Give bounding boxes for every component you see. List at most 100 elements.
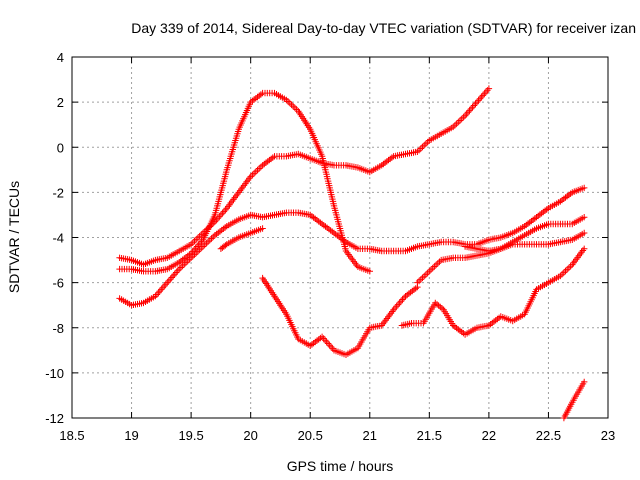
data-point: [261, 164, 264, 166]
data-point: [285, 212, 287, 214]
data-point: [369, 171, 371, 173]
x-tick-label: 21: [363, 428, 377, 443]
data-point: [559, 200, 561, 202]
data-point: [220, 248, 222, 250]
y-tick-label: -2: [52, 185, 64, 200]
y-tick-label: -12: [45, 411, 64, 426]
series-arc-deep: [259, 274, 421, 358]
data-point: [500, 236, 502, 239]
data-point: [434, 302, 436, 304]
data-point: [238, 218, 240, 221]
data-point: [464, 245, 466, 248]
data-point: [476, 254, 478, 257]
data-point: [238, 191, 240, 193]
data-point: [535, 243, 538, 245]
y-tick-label: 4: [57, 50, 64, 65]
data-point: [524, 243, 526, 245]
data-point: [178, 268, 180, 270]
data-point: [190, 252, 192, 254]
data-point: [488, 324, 490, 327]
data-point: [226, 169, 228, 171]
data-point: [571, 223, 573, 225]
data-point: [464, 333, 466, 336]
data-point: [238, 128, 240, 130]
data-point: [345, 354, 347, 356]
data-point: [166, 268, 168, 270]
data-point: [524, 234, 526, 236]
y-tick-label: 2: [57, 95, 64, 110]
data-point: [416, 282, 419, 284]
y-axis-label: SDTVAR / TECUs: [6, 181, 22, 293]
data-point: [309, 214, 311, 216]
data-point: [393, 155, 395, 157]
data-point: [250, 232, 252, 234]
data-point: [416, 151, 419, 153]
data-point: [547, 282, 550, 284]
data-point: [297, 338, 299, 340]
data-point: [416, 245, 419, 248]
data-point: [357, 266, 359, 268]
data-point: [428, 139, 430, 142]
data-point: [393, 309, 395, 311]
data-point: [154, 295, 156, 297]
data-point: [571, 239, 573, 241]
data-point: [261, 227, 264, 230]
chart-title: Day 339 of 2014, Sidereal Day-to-day VTE…: [131, 20, 636, 36]
data-point: [583, 248, 585, 250]
data-point: [250, 175, 252, 178]
data-point: [559, 241, 561, 243]
x-tick-label: 18.5: [59, 428, 84, 443]
data-point: [202, 239, 204, 241]
data-point: [488, 87, 490, 90]
data-point: [190, 257, 192, 259]
data-point: [142, 302, 145, 304]
series-arc-rising: [116, 85, 493, 268]
data-point: [345, 164, 347, 166]
data-point: [535, 227, 538, 230]
data-point: [166, 257, 168, 259]
data-point: [119, 297, 121, 300]
data-point: [416, 286, 419, 288]
series-arc-long-low: [116, 184, 588, 309]
data-point: [285, 313, 287, 315]
data-point: [261, 277, 264, 279]
data-point: [321, 155, 323, 157]
data-point: [535, 216, 538, 218]
data-point: [381, 324, 383, 327]
data-point: [297, 110, 299, 112]
data-point: [381, 164, 383, 166]
data-point: [226, 243, 228, 245]
data-point: [547, 207, 550, 209]
series-arc-short: [217, 225, 266, 252]
data-point: [119, 257, 121, 259]
data-point: [571, 401, 573, 403]
x-axis: 18.5 19 19.5 20 20.5 21 21.5 22 22.5 23: [59, 57, 615, 443]
data-point: [583, 216, 585, 218]
data-point: [250, 101, 252, 103]
y-tick-label: -4: [52, 231, 64, 246]
series-marker-trace: [560, 378, 588, 422]
data-point: [583, 381, 585, 383]
x-tick-label: 22.5: [536, 428, 561, 443]
y-tick-label: -10: [45, 366, 64, 381]
data-point: [512, 241, 514, 243]
data-point: [428, 270, 430, 272]
data-point: [130, 268, 133, 270]
data-point: [410, 322, 413, 324]
data-point: [178, 250, 180, 252]
series-marker-trace: [259, 274, 421, 358]
data-point: [321, 336, 323, 338]
data-point: [369, 270, 371, 272]
data-point: [440, 133, 442, 135]
y-tick-label: -6: [52, 276, 64, 291]
data-point: [321, 162, 323, 164]
data-point: [452, 324, 454, 327]
data-point: [422, 322, 424, 324]
data-point: [512, 320, 514, 322]
data-point: [547, 243, 550, 245]
data-point: [488, 250, 490, 252]
data-point: [583, 232, 585, 234]
data-point: [250, 214, 252, 216]
data-point: [333, 205, 335, 207]
data-point: [297, 212, 299, 214]
